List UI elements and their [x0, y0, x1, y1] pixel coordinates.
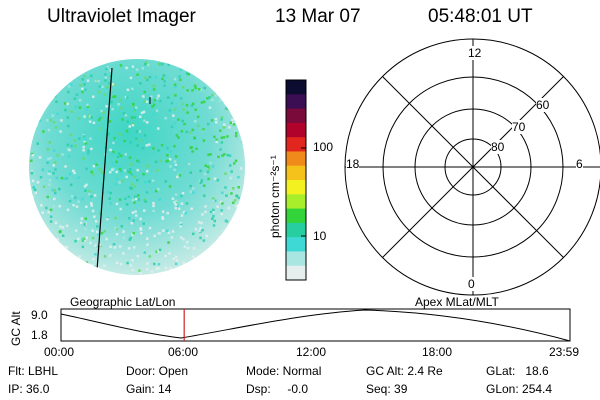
colorbar-band [286, 237, 306, 252]
timeline-ytick-bottom: 1.8 [31, 328, 48, 342]
info-mode: Mode: Normal [246, 364, 322, 378]
lat-label-80: 80 [491, 140, 505, 154]
colorbar-band [286, 251, 306, 267]
colorbar-band [286, 80, 306, 95]
timeline-xtick-4: 23:59 [549, 345, 580, 359]
info-glon: GLon: 254.4 [486, 382, 553, 396]
colorbar-band [286, 151, 306, 167]
colorbar-band [286, 108, 306, 124]
colorbar-band [286, 122, 306, 138]
timeline-xtick-3: 18:00 [422, 345, 453, 359]
timeline-xtick-0: 00:00 [44, 345, 75, 359]
timeline-xtick-2: 12:00 [296, 345, 327, 359]
info-door: Door: Open [126, 364, 189, 378]
info-gain: Gain: 14 [126, 382, 172, 396]
colorbar-band [286, 208, 306, 224]
timeline-xtick-1: 06:00 [168, 345, 199, 359]
app-title: Ultraviolet Imager [47, 6, 196, 27]
date-label: 13 Mar 07 [275, 6, 361, 27]
info-ip: IP: 36.0 [8, 382, 50, 396]
lat-label-60: 60 [536, 98, 550, 112]
info-glat: GLat: 18.6 [486, 364, 549, 378]
info-gc-alt: GC Alt: 2.4 Re [366, 364, 443, 378]
colorbar-band [286, 194, 306, 210]
mlt-label-6: 6 [576, 157, 583, 171]
colorbar-band [286, 165, 306, 181]
lat-label-70: 70 [512, 120, 526, 134]
mlt-label-12: 12 [468, 46, 482, 60]
colorbar-band [286, 265, 306, 281]
colorbar-band [286, 222, 306, 238]
info-dsp: Dsp: -0.0 [246, 382, 309, 396]
terminator-line [96, 67, 113, 271]
colorbar-band [286, 180, 306, 195]
timeline-ytick-top: 9.0 [31, 308, 48, 322]
timeline-left-title: Geographic Lat/Lon [70, 295, 176, 309]
info-filter: Flt: LBHL [8, 364, 59, 378]
info-seq: Seq: 39 [366, 382, 408, 396]
mlt-label-0: 0 [468, 277, 475, 291]
mlt-label-18: 18 [346, 157, 360, 171]
colorbar-band [286, 94, 306, 110]
time-label: 05:48:01 UT [428, 6, 533, 27]
timeline-right-title: Apex MLat/MLT [415, 295, 499, 309]
colorbar-tick-100: 100 [313, 140, 334, 154]
colorbar-tick-10: 10 [313, 229, 327, 243]
